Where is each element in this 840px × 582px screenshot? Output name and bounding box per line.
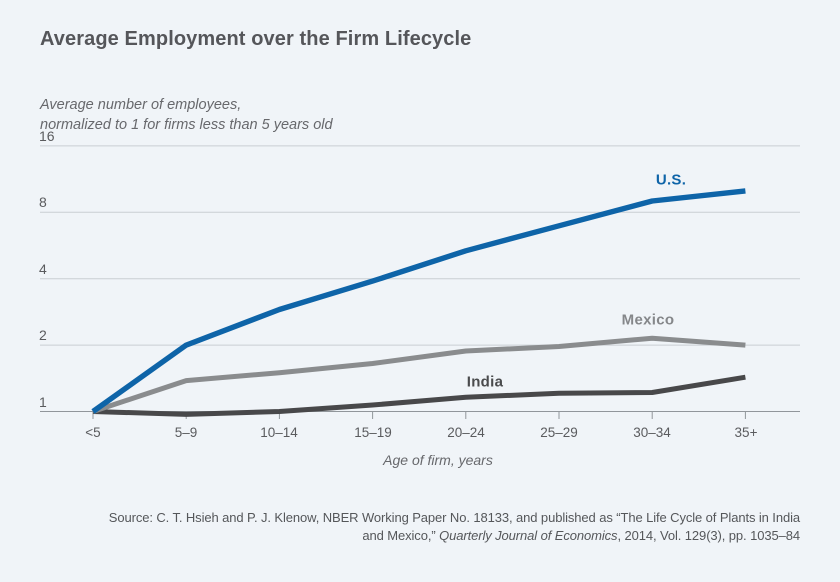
- x-tick-label-under5: <5: [85, 425, 101, 440]
- x-tick-label-20-24: 20–24: [447, 425, 485, 440]
- x-axis-title: Age of firm, years: [383, 452, 493, 468]
- x-tick-label-15-19: 15–19: [354, 425, 392, 440]
- y-axis-description-line1: Average number of employees,: [40, 97, 242, 113]
- series-label-us: U.S.: [655, 171, 687, 189]
- y-tick-label-1: 1: [39, 394, 47, 410]
- y-tick-label-8: 8: [39, 194, 47, 210]
- source-line2-post: , 2014, Vol. 129(3), pp. 1035–84: [617, 527, 800, 543]
- y-axis-description: Average number of employees, normalized …: [40, 95, 333, 135]
- source-note: Source: C. T. Hsieh and P. J. Klenow, NB…: [40, 509, 800, 544]
- chart-title: Average Employment over the Firm Lifecyc…: [40, 28, 472, 50]
- x-tick-label-35plus: 35+: [734, 425, 758, 440]
- x-tick-label-30-34: 30–34: [633, 425, 671, 440]
- x-tick-label-5-9: 5–9: [174, 425, 198, 440]
- source-line2-pre: and Mexico,”: [362, 527, 440, 543]
- y-tick-label-2: 2: [39, 327, 47, 343]
- line-us: [91, 188, 746, 414]
- source-journal-name: Quarterly Journal of Economics: [439, 527, 618, 543]
- series-label-india: India: [466, 373, 504, 391]
- series-label-mexico: Mexico: [621, 311, 675, 329]
- line-mexico: [92, 335, 746, 414]
- x-tick-label-25-29: 25–29: [540, 425, 578, 440]
- x-tick-label-10-14: 10–14: [260, 425, 298, 440]
- source-line1: Source: C. T. Hsieh and P. J. Klenow, NB…: [108, 510, 800, 525]
- y-axis-description-line2: normalized to 1 for firms less than 5 ye…: [40, 117, 333, 133]
- y-tick-label-4: 4: [39, 261, 47, 277]
- line-india: [92, 374, 746, 417]
- y-tick-label-16: 16: [39, 128, 55, 144]
